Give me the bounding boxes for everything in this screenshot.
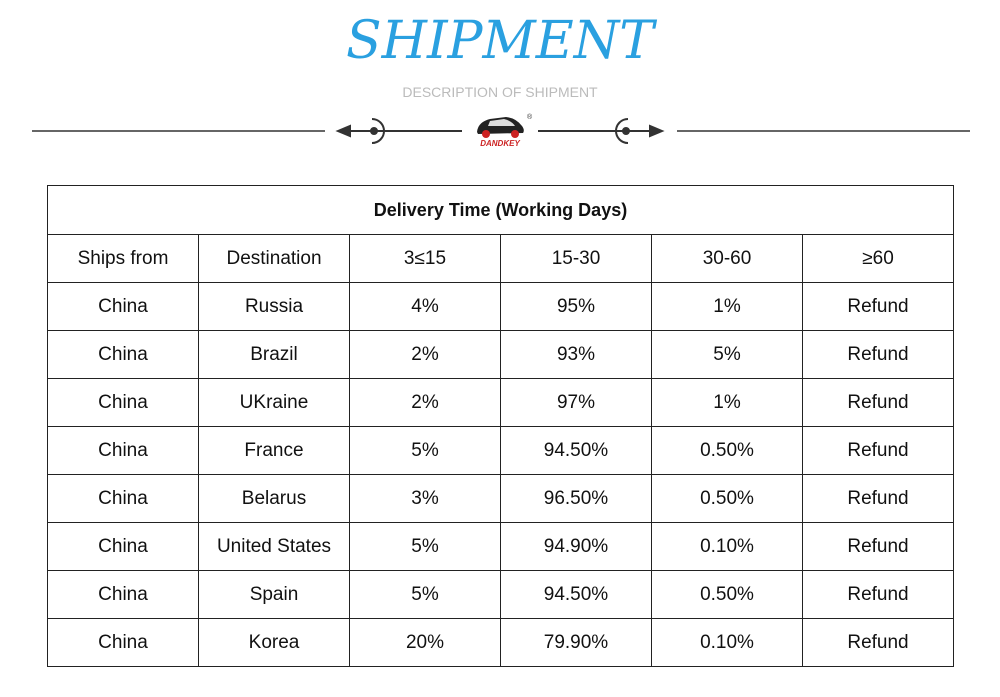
column-header: ≥60: [802, 234, 954, 283]
data-row: China Spain 5% 94.50% 0.50% Refund: [47, 570, 954, 619]
data-row: China Russia 4% 95% 1% Refund: [47, 282, 954, 331]
cell: France: [198, 426, 350, 475]
header: SHIPMENT DESCRIPTION OF SHIPMENT DANDKEY…: [32, 11, 970, 148]
cell: China: [47, 522, 199, 571]
cell: China: [47, 378, 199, 427]
cell: Refund: [802, 426, 954, 475]
cell: Belarus: [198, 474, 350, 523]
cell: 0.10%: [651, 522, 803, 571]
cell: 0.50%: [651, 474, 803, 523]
data-row: China Brazil 2% 93% 5% Refund: [47, 330, 954, 379]
cell: 96.50%: [500, 474, 652, 523]
right-ornament: [538, 118, 665, 144]
cell: 94.90%: [500, 522, 652, 571]
logo-mark: ®: [527, 113, 533, 121]
cell: UKraine: [198, 378, 350, 427]
cell: 1%: [651, 282, 803, 331]
cell: China: [47, 282, 199, 331]
title-row: Delivery Time (Working Days): [47, 185, 954, 235]
data-row: China UKraine 2% 97% 1% Refund: [47, 378, 954, 427]
data-row: China Korea 20% 79.90% 0.10% Refund: [47, 618, 954, 667]
left-ornament: [335, 118, 462, 144]
cell: 5%: [651, 330, 803, 379]
column-header: Destination: [198, 234, 350, 283]
data-row: China France 5% 94.50% 0.50% Refund: [47, 426, 954, 475]
cell: 94.50%: [500, 570, 652, 619]
cell: 0.10%: [651, 618, 803, 667]
table-title: Delivery Time (Working Days): [47, 185, 954, 235]
logo: DANDKEY ®: [477, 113, 533, 148]
cell: Refund: [802, 522, 954, 571]
cell: 5%: [349, 426, 501, 475]
cell: 2%: [349, 378, 501, 427]
cell: Refund: [802, 618, 954, 667]
cell: Refund: [802, 330, 954, 379]
cell: Refund: [802, 474, 954, 523]
delivery-table: Delivery Time (Working Days) Ships from De…: [47, 185, 954, 667]
data-row: China United States 5% 94.90% 0.10% Refund: [47, 522, 954, 571]
logo-text: DANDKEY: [480, 139, 520, 148]
cell: United States: [198, 522, 350, 571]
cell: Brazil: [198, 330, 350, 379]
column-header: Ships from: [47, 234, 199, 283]
subtitle: DESCRIPTION OF SHIPMENT: [402, 84, 598, 100]
cell: China: [47, 570, 199, 619]
title: SHIPMENT: [346, 11, 657, 71]
cell: China: [47, 330, 199, 379]
cell: 94.50%: [500, 426, 652, 475]
cell: Korea: [198, 618, 350, 667]
cell: 20%: [349, 618, 501, 667]
cell: 1%: [651, 378, 803, 427]
cell: 93%: [500, 330, 652, 379]
cell: Refund: [802, 378, 954, 427]
cell: 5%: [349, 570, 501, 619]
cell: 3%: [349, 474, 501, 523]
data-row: China Belarus 3% 96.50% 0.50% Refund: [47, 474, 954, 523]
header-row: Ships from Destination 3≤15 15-30 30-60 ≥60: [47, 234, 954, 283]
cell: 79.90%: [500, 618, 652, 667]
cell: 0.50%: [651, 570, 803, 619]
cell: Refund: [802, 570, 954, 619]
cell: Spain: [198, 570, 350, 619]
cell: 5%: [349, 522, 501, 571]
cell: China: [47, 474, 199, 523]
cell: Russia: [198, 282, 350, 331]
cell: 0.50%: [651, 426, 803, 475]
cell: 2%: [349, 330, 501, 379]
cell: 97%: [500, 378, 652, 427]
column-header: 30-60: [651, 234, 803, 283]
cell: China: [47, 618, 199, 667]
cell: 95%: [500, 282, 652, 331]
column-header: 3≤15: [349, 234, 501, 283]
column-header: 15-30: [500, 234, 652, 283]
cell: 4%: [349, 282, 501, 331]
cell: Refund: [802, 282, 954, 331]
cell: China: [47, 426, 199, 475]
